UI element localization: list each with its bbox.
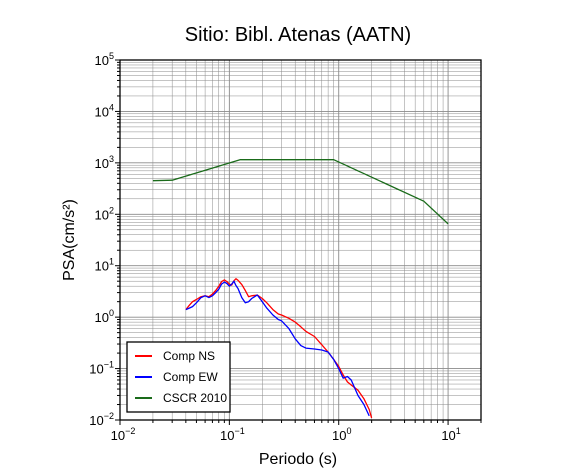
y-axis-label: PSA(cm/s²) [61,199,78,281]
y-tick-label: 100 [95,308,114,325]
y-tick-labels: 10−2 10−1 100 101 102 103 104 105 [89,51,114,428]
series-line-3 [152,159,449,225]
y-tick-label: 102 [95,205,114,222]
x-tick-label: 101 [441,426,460,443]
y-tick-label: 105 [95,51,114,68]
series-line-2 [185,280,370,417]
y-tick-label: 10−1 [89,360,114,377]
y-tick-label: 103 [95,154,114,171]
x-tick-label: 100 [332,426,351,443]
legend-label: CSCR 2010 [163,391,227,405]
x-tick-labels: 10−2 10−1 100 101 [111,426,461,443]
y-tick-label: 101 [95,257,114,274]
legend-label: Comp EW [163,370,218,384]
y-tick-label: 104 [95,102,114,119]
x-axis-label: Periodo (s) [259,451,337,468]
chart-title: Sitio: Bibl. Atenas (AATN) [185,24,411,46]
x-tick-label: 10−2 [111,426,136,443]
plot-frame [119,59,482,421]
plot-lines [152,159,449,419]
legend-label: Comp NS [163,349,215,363]
legend: Comp NS Comp EW CSCR 2010 [126,341,231,413]
x-tick-label: 10−1 [220,426,245,443]
series-line-1 [185,278,373,419]
y-tick-label: 10−2 [89,411,114,428]
